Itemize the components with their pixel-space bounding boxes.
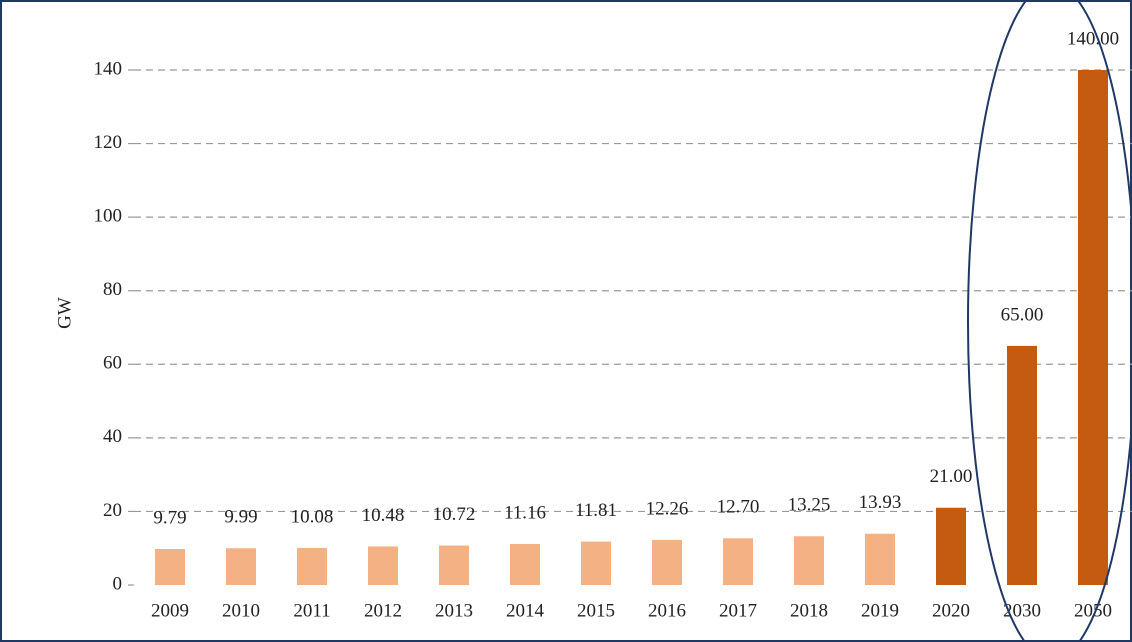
bar (226, 548, 256, 585)
x-tick-label: 2018 (790, 600, 828, 621)
y-tick-label: 0 (113, 573, 123, 594)
x-tick-label: 2016 (648, 600, 686, 621)
x-tick-label: 2050 (1074, 600, 1112, 621)
x-tick-label: 2030 (1003, 600, 1041, 621)
y-tick-label: 20 (103, 500, 122, 521)
bar (1078, 70, 1108, 585)
value-label: 10.48 (362, 505, 405, 526)
y-tick-label: 80 (103, 279, 122, 300)
value-label: 21.00 (930, 466, 973, 487)
value-label: 13.25 (788, 495, 831, 516)
y-tick-label: 120 (94, 132, 123, 153)
bar (510, 543, 540, 585)
value-label: 11.16 (504, 502, 546, 523)
bar (368, 546, 398, 585)
bar (865, 533, 895, 585)
x-tick-label: 2009 (151, 600, 189, 621)
bar (155, 548, 185, 585)
x-tick-label: 2015 (577, 600, 615, 621)
y-tick-label: 60 (103, 353, 122, 374)
value-label: 10.72 (433, 504, 476, 525)
y-tick-label: 40 (103, 426, 122, 447)
x-tick-label: 2013 (435, 600, 473, 621)
bar (297, 547, 327, 585)
x-tick-label: 2017 (719, 600, 757, 621)
x-tick-label: 2011 (293, 600, 330, 621)
highlight-ellipse (967, 0, 1132, 642)
value-label: 10.08 (291, 506, 334, 527)
x-tick-label: 2014 (506, 600, 545, 621)
value-label: 65.00 (1001, 304, 1044, 325)
bar (439, 545, 469, 585)
y-tick-label: 100 (94, 206, 123, 227)
value-label: 9.79 (153, 507, 186, 528)
x-tick-label: 2012 (364, 600, 402, 621)
bar (652, 539, 682, 585)
value-label: 12.26 (646, 498, 689, 519)
bar (936, 507, 966, 585)
y-axis-label: GW (54, 297, 75, 329)
value-label: 11.81 (575, 500, 617, 521)
x-tick-label: 2010 (222, 600, 260, 621)
bar (794, 536, 824, 585)
bar (581, 541, 611, 585)
value-label: 13.93 (859, 492, 902, 513)
plot: 0 20 40 60 80 100 120 140 2009 9.79 2010 9.99 2011 10… (94, 28, 1132, 621)
value-label: 140.00 (1067, 28, 1119, 49)
bar (723, 538, 753, 585)
x-tick-label: 2019 (861, 600, 899, 621)
value-label: 12.70 (717, 497, 760, 518)
value-label: 9.99 (224, 507, 257, 528)
y-tick-label: 140 (94, 58, 123, 79)
x-tick-label: 2020 (932, 600, 970, 621)
bar (1007, 345, 1037, 585)
